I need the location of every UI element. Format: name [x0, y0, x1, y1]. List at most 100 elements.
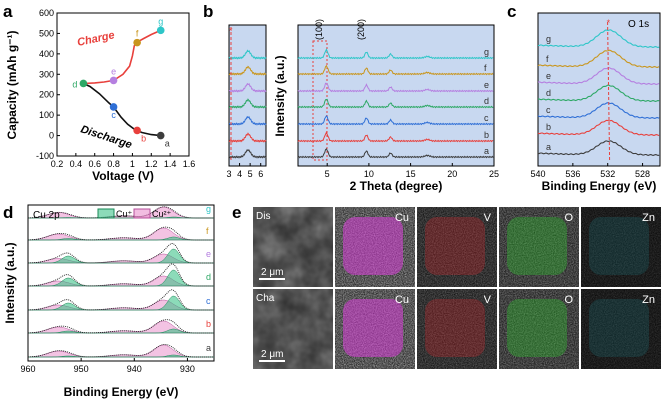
- panel-b-left-shade: [229, 25, 266, 166]
- cuplus-fit-d: [28, 269, 214, 287]
- x-tick-label: 536: [565, 169, 580, 179]
- o1s-star: *: [607, 18, 611, 28]
- panel-a-xlabel: Voltage (V): [92, 169, 154, 183]
- xrd-right-g: [297, 48, 494, 60]
- legend-cu-2plus: Cu²⁺: [152, 209, 172, 219]
- left-star: *: [229, 26, 233, 36]
- panel-d-title: Cu 2p: [33, 210, 60, 221]
- cuplus-fit-f: [28, 236, 214, 241]
- panel-b-xlabel: 2 Theta (degree): [350, 179, 443, 193]
- xrd-right-e: [297, 82, 494, 93]
- cu2p-envelope-e: [28, 243, 214, 264]
- point-label-f: f: [136, 29, 139, 39]
- y-tick-label: -100: [36, 151, 54, 161]
- cu2p-envelope-c: [28, 289, 214, 311]
- o1s-series-label-f: f: [546, 54, 549, 64]
- panel-label-e: e: [232, 203, 241, 222]
- cu2p-envelope-a: [28, 343, 214, 358]
- panel-c-xlabel: Binding Energy (eV): [542, 179, 657, 193]
- eds-blob-V-Dis: [425, 217, 485, 275]
- panel-b-right-frame: [297, 24, 495, 167]
- o1s-series-label-c: c: [546, 105, 551, 115]
- cu2p-envelope-d: [28, 263, 214, 287]
- cu2plus-fit-b: [27, 320, 214, 334]
- cu2p-envelope-f: [28, 226, 214, 241]
- panel-c-frame: [537, 12, 661, 167]
- panel-c-title: O 1s: [628, 19, 649, 30]
- x-tick-label: 528: [635, 169, 650, 179]
- map-label-O: O: [564, 294, 573, 306]
- xrd-right-d: [297, 98, 494, 109]
- y-tick-label: 300: [39, 69, 54, 79]
- x-tick-label: 540: [530, 169, 545, 179]
- xrd-left-f: [228, 65, 267, 76]
- cuplus-fit-c: [28, 295, 214, 311]
- map-label-Cu: Cu: [395, 212, 409, 224]
- o1s-series-label-g: g: [546, 34, 551, 44]
- panel-label-a: a: [3, 2, 13, 21]
- panel-d-chart: a b c d e f g 960 950 940 930 Cu 2p Cu⁺ Cu²⁺ Bind…: [3, 204, 215, 399]
- point-label-a: a: [165, 139, 170, 149]
- panel-d-frame: [27, 204, 215, 362]
- eds-blob-Cu-Dis: [343, 217, 403, 275]
- x-tick-label: 960: [20, 364, 35, 374]
- map-label-O: O: [564, 212, 573, 224]
- point-label-e: e: [111, 66, 116, 76]
- xrd-series-label-d: d: [484, 96, 489, 106]
- x-tick-label: 1.2: [145, 159, 158, 169]
- xrd-right-a: [297, 147, 494, 159]
- map-label-Zn: Zn: [642, 212, 655, 224]
- xrd-left-a: [228, 149, 267, 159]
- xrd-right-c: [297, 115, 494, 126]
- legend-cu-2plus-swatch: [133, 208, 151, 219]
- panel-b-ylabel: Intensity (a.u.): [273, 55, 287, 136]
- eds-blob-Zn-Cha: [589, 299, 649, 357]
- eds-blob-O-Dis: [507, 217, 567, 275]
- x-tick-label: 1.6: [183, 159, 196, 169]
- y-tick-label: 0: [49, 131, 54, 141]
- x-tick-label: 0.6: [88, 159, 101, 169]
- x-tick-label: 950: [74, 364, 89, 374]
- eds-noise-V-Cha: [417, 289, 497, 369]
- o1s-peak-guide: [607, 21, 611, 161]
- cu2p-series-label-b: b: [206, 319, 211, 329]
- x-tick-label: 1.4: [164, 159, 177, 169]
- point-label-c: c: [111, 110, 116, 120]
- y-tick-label: 100: [39, 110, 54, 120]
- x-tick-label: 3: [226, 169, 231, 179]
- cuplus-fit-a: [28, 354, 214, 358]
- panel-e-maps: Dis 2 μm Cu V O Zn Cha 2 μm Cu V O Zn: [253, 207, 661, 369]
- o1s-series-label-b: b: [546, 122, 551, 132]
- sem-texture-Dis: [253, 207, 333, 287]
- cu2p-series-label-e: e: [206, 249, 211, 259]
- o1s-series-label-e: e: [546, 71, 551, 81]
- panel-b-right-shade: [298, 25, 494, 166]
- x-tick-label: 532: [600, 169, 615, 179]
- panel-a-ylabel: Capacity (mAh g⁻¹): [5, 30, 19, 139]
- panel-a-frame: [56, 12, 190, 157]
- o1s-curve-f: [537, 49, 660, 68]
- x-tick-label: 940: [127, 364, 142, 374]
- xrd-left-c: [228, 116, 267, 126]
- cuplus-fit-g: [28, 216, 214, 219]
- map-label-V: V: [484, 212, 492, 224]
- legend-cu-plus: Cu⁺: [116, 209, 133, 219]
- charge-label: Charge: [76, 29, 116, 49]
- xrd-series-label-a: a: [484, 146, 489, 156]
- xrd-series-label-b: b: [484, 130, 489, 140]
- xrd-left-d: [229, 98, 267, 109]
- peak-200-label: (200): [356, 19, 366, 40]
- o1s-curve-a: [537, 140, 660, 156]
- o1s-curve-b: [537, 119, 660, 136]
- xrd-right-f: [297, 64, 494, 76]
- cuplus-fit-b: [28, 328, 214, 334]
- charge-curve: [83, 29, 162, 85]
- o1s-series-label-a: a: [546, 142, 551, 152]
- scalebar-label: 2 μm: [261, 349, 283, 360]
- cuplus-fit-e: [28, 248, 214, 264]
- data-point-a: [156, 131, 165, 140]
- x-tick-label: 0.2: [51, 159, 64, 169]
